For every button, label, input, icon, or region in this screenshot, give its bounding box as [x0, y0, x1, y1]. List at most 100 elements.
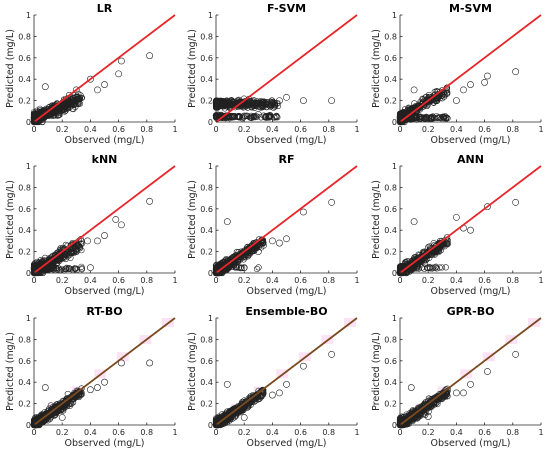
chart-panel-rt-bo: 0 0.2 0.4 0.6 0.8 100.20.40.60.81RT-BOObserve…: [5, 305, 178, 449]
scatter-point: [68, 249, 75, 256]
scatter-point: [37, 265, 44, 273]
scatter-point: [44, 259, 51, 266]
scatter-point: [240, 114, 247, 121]
chart-panel-gpr-bo: 0 0.2 0.4 0.6 0.8 100.20.40.60.81GPR-BOObserv…: [371, 305, 544, 449]
reference-line: [33, 317, 176, 426]
y-tick-label: 0.8: [384, 183, 397, 192]
reference-line: [399, 165, 542, 274]
scatter-point: [254, 111, 262, 118]
x-tick-label: 1: [354, 125, 359, 134]
scatter-point: [240, 414, 248, 421]
x-tick-label: 0.8: [140, 276, 153, 285]
scatter-point: [444, 115, 451, 122]
scatter-point: [436, 114, 444, 121]
scatter-point: [442, 264, 449, 271]
x-tick-label: 0.6: [294, 125, 307, 134]
scatter-point: [283, 93, 290, 101]
chart-panel-knn: 0 0.2 0.4 0.6 0.8 100.20.40.60.81kNNObserved …: [5, 153, 178, 297]
x-tick-label: 0: [213, 276, 218, 285]
y-tick-label: 0.2: [384, 248, 397, 257]
scatter-point: [62, 255, 69, 263]
scatter-point: [217, 100, 224, 107]
scatter-point: [146, 359, 154, 367]
scatter-point: [422, 100, 429, 107]
chart-title: ANN: [457, 153, 484, 166]
reference-line: [215, 165, 358, 274]
x-tick-label: 0.6: [112, 428, 125, 437]
y-tick-label: 0: [208, 118, 213, 127]
y-tick-label: 0.6: [200, 54, 213, 63]
scatter-point: [237, 264, 245, 271]
chart-title: kNN: [92, 153, 118, 166]
x-tick-label: 0.8: [506, 276, 519, 285]
x-tick-label: 1: [538, 276, 543, 285]
y-tick-label: 0: [26, 118, 31, 127]
x-axis-label: Observed (mg/L): [431, 286, 511, 297]
scatter-point: [274, 99, 281, 107]
scatter-point: [87, 264, 94, 272]
y-axis-label: Predicted (mg/L): [5, 180, 16, 259]
scatter-point: [55, 112, 62, 119]
scatter-point: [74, 242, 81, 249]
scatter-point: [224, 101, 231, 108]
y-axis-label: Predicted (mg/L): [371, 180, 382, 259]
scatter-point: [72, 248, 80, 255]
scatter-point: [438, 92, 445, 100]
x-axis-label: Observed (mg/L): [431, 135, 511, 146]
scatter-point: [49, 109, 56, 116]
scatter-point: [249, 99, 256, 107]
x-tick-label: 0.6: [112, 276, 125, 285]
scatter-point: [146, 197, 154, 205]
scatter-point: [328, 97, 336, 104]
x-tick-label: 0: [31, 428, 36, 437]
y-tick-label: 0.6: [18, 205, 31, 214]
y-axis-label: Predicted (mg/L): [187, 29, 198, 108]
x-tick-label: 0.2: [238, 428, 251, 437]
scatter-point: [253, 265, 261, 273]
scatter-point: [65, 265, 72, 273]
scatter-point: [262, 114, 269, 121]
scatter-point: [76, 94, 83, 102]
x-tick-label: 0: [213, 428, 218, 437]
y-tick-label: 0.8: [18, 32, 31, 41]
scatter-point: [60, 246, 68, 253]
scatter-point: [78, 94, 85, 102]
scatter-point: [276, 239, 283, 247]
scatter-point: [276, 389, 283, 397]
x-tick-label: 0.6: [478, 276, 491, 285]
chart-title: M-SVM: [449, 2, 492, 15]
scatter-point: [434, 114, 441, 121]
scatter-point: [250, 113, 257, 120]
y-tick-label: 0.4: [18, 75, 31, 84]
chart-title: RT-BO: [86, 305, 122, 318]
x-tick-label: 0.4: [84, 276, 97, 285]
y-tick-label: 0.2: [18, 97, 31, 106]
scatter-point: [300, 208, 307, 216]
scatter-point: [94, 86, 101, 94]
scatter-point: [252, 100, 259, 107]
scatter-point: [410, 218, 418, 226]
scatter-point: [433, 97, 440, 104]
scatter-point: [84, 237, 91, 245]
scatter-point: [267, 113, 274, 120]
scatter-point: [62, 265, 70, 272]
scatter-point: [72, 86, 80, 94]
scatter-point: [243, 101, 251, 108]
reference-line: [215, 14, 358, 123]
chart-panel-ensemble-bo: 0 0.2 0.4 0.6 0.8 100.20.40.60.81Ensemble-BOO…: [187, 305, 360, 449]
scatter-point: [45, 258, 52, 266]
y-tick-label: 0: [392, 269, 397, 278]
x-axis-label: Observed (mg/L): [247, 286, 327, 297]
scatter-point: [263, 101, 270, 108]
y-tick-label: 1: [392, 162, 397, 171]
y-tick-label: 0.8: [200, 335, 213, 344]
y-tick-label: 0.4: [200, 75, 213, 84]
scatter-point: [94, 237, 101, 245]
chart-title: Ensemble-BO: [245, 305, 327, 318]
y-tick-label: 0.8: [18, 335, 31, 344]
y-tick-label: 0.2: [18, 248, 31, 257]
x-tick-label: 0.2: [56, 125, 69, 134]
scatter-point: [58, 414, 66, 421]
